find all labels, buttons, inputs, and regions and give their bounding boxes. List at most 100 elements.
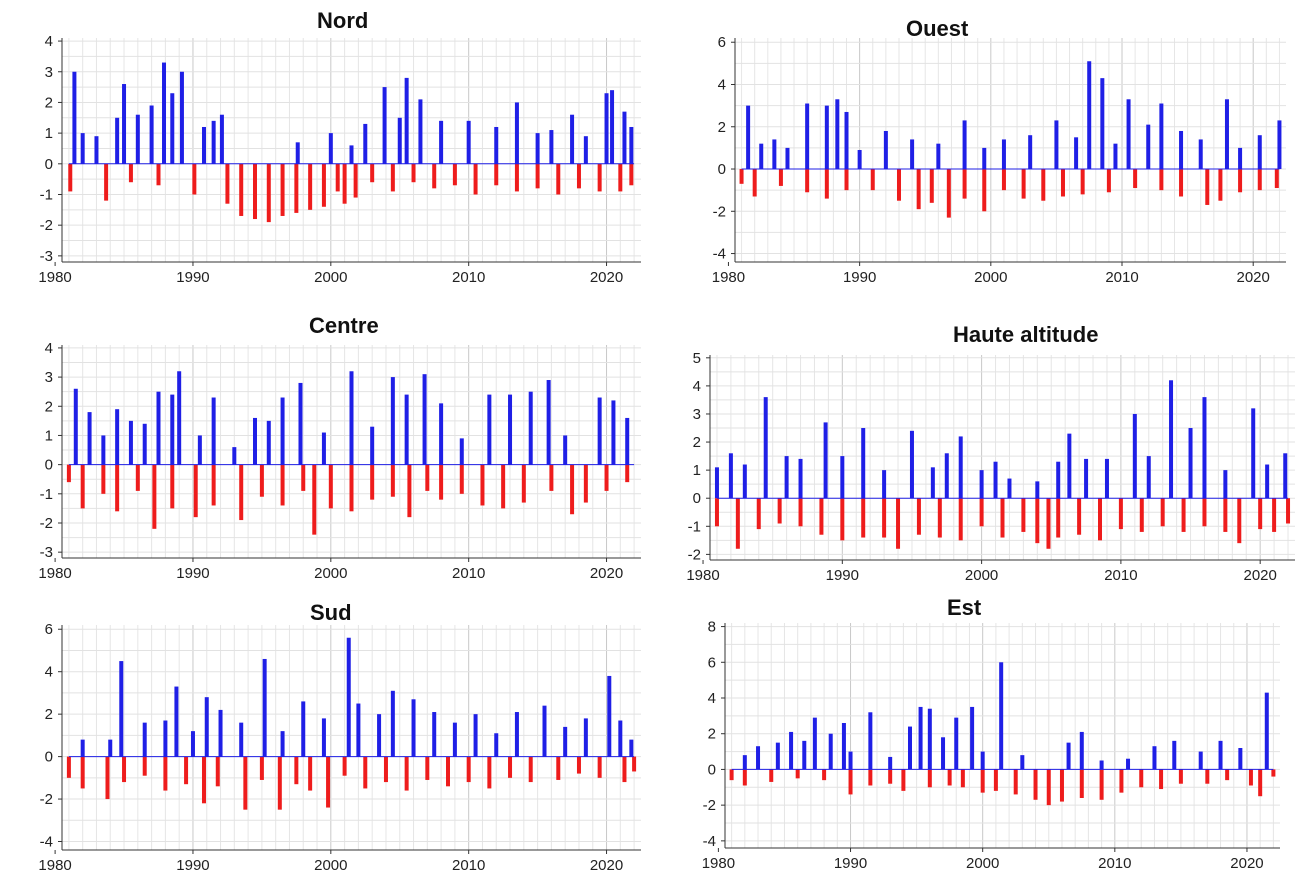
bar [298, 382, 303, 465]
y-tick-label: -4 [713, 246, 726, 263]
bar [253, 163, 257, 220]
bar [1106, 169, 1111, 193]
bar [377, 714, 382, 757]
bar [756, 498, 761, 530]
bar [528, 756, 533, 783]
bar [294, 756, 299, 785]
bar [607, 675, 612, 757]
bar [835, 99, 840, 170]
bar [1113, 143, 1118, 170]
bar-series [714, 380, 1288, 499]
bar [280, 464, 285, 506]
y-tick-label: 3 [45, 369, 53, 386]
bar [349, 464, 354, 512]
bar [356, 703, 361, 757]
bar [390, 163, 395, 192]
y-tick-label: 4 [45, 33, 53, 50]
bar [104, 163, 109, 201]
bar [546, 380, 551, 465]
bar [576, 756, 581, 774]
bar [439, 464, 444, 500]
grid [725, 623, 1280, 848]
bar [1100, 78, 1105, 170]
bar [397, 117, 402, 164]
bar [979, 470, 984, 499]
bar [812, 717, 817, 770]
bar [1218, 740, 1223, 770]
bar [115, 117, 120, 164]
bar [363, 756, 368, 789]
y-tick-label: -1 [40, 186, 53, 203]
bar [848, 769, 853, 795]
bar [115, 409, 120, 465]
bar [535, 163, 540, 189]
bar [763, 397, 768, 499]
bar [1001, 139, 1006, 170]
x-tick-label: 2020 [590, 565, 623, 582]
bar [301, 701, 306, 757]
bar [514, 102, 519, 164]
bar [742, 755, 747, 770]
bar [798, 498, 803, 527]
bar [1223, 498, 1228, 532]
y-tick-label: 4 [45, 664, 53, 681]
bar [970, 706, 975, 770]
bar [857, 150, 862, 170]
y-tick-label: 1 [693, 462, 701, 479]
bar [908, 726, 912, 770]
chart-svg: -4 -2 0 2 4 6 1980 1990 2000 2010 2020 [38, 621, 641, 874]
bar [514, 163, 519, 192]
bar [1238, 748, 1243, 770]
bar [798, 458, 803, 499]
bar [916, 169, 921, 210]
bar [597, 163, 602, 192]
y-tick-label: 2 [718, 119, 726, 136]
y-tick-label: 6 [708, 654, 716, 671]
bar [404, 394, 409, 465]
bar [432, 712, 437, 757]
x-tick-label: 1980 [38, 857, 71, 874]
bar [266, 420, 271, 465]
bar [152, 464, 157, 529]
bar [494, 126, 499, 164]
bar [629, 126, 634, 164]
x-tick-label: 2010 [452, 269, 485, 286]
bar [119, 661, 124, 757]
y-tick-label: 0 [708, 761, 716, 778]
bar [1238, 147, 1243, 170]
bar [1080, 169, 1085, 195]
x-tick-label: 2000 [974, 269, 1007, 286]
bar [135, 114, 140, 164]
x-tick-label: 1990 [843, 269, 876, 286]
bar [769, 769, 774, 782]
bar [1067, 433, 1072, 499]
bar [772, 139, 777, 170]
x-tick-label: 1980 [38, 269, 71, 286]
bar [432, 163, 437, 189]
bar [1202, 397, 1207, 499]
bar [280, 731, 285, 757]
bar [618, 720, 623, 757]
y-tick-label: 2 [45, 706, 53, 723]
bar [714, 467, 719, 499]
bar [294, 163, 299, 213]
bar [1205, 769, 1210, 784]
y-tick-label: 5 [693, 350, 701, 367]
bar [328, 464, 333, 509]
x-tick-label: 2010 [452, 565, 485, 582]
bar [980, 751, 985, 770]
bar [1238, 169, 1243, 193]
y-tick-label: -2 [703, 797, 716, 814]
bar [259, 464, 264, 497]
bar [888, 769, 893, 784]
x-tick-label: 2000 [314, 565, 347, 582]
bar [840, 498, 845, 541]
chart-svg: -4 -2 0 2 4 6 8 1980 1990 2000 2010 2020 [702, 619, 1280, 872]
bar [321, 718, 326, 757]
y-tick-label: -2 [40, 515, 53, 532]
bar [583, 136, 588, 164]
bar [1139, 498, 1144, 532]
bar [418, 99, 423, 164]
bar [1098, 498, 1102, 541]
y-tick-label: 4 [45, 340, 53, 357]
